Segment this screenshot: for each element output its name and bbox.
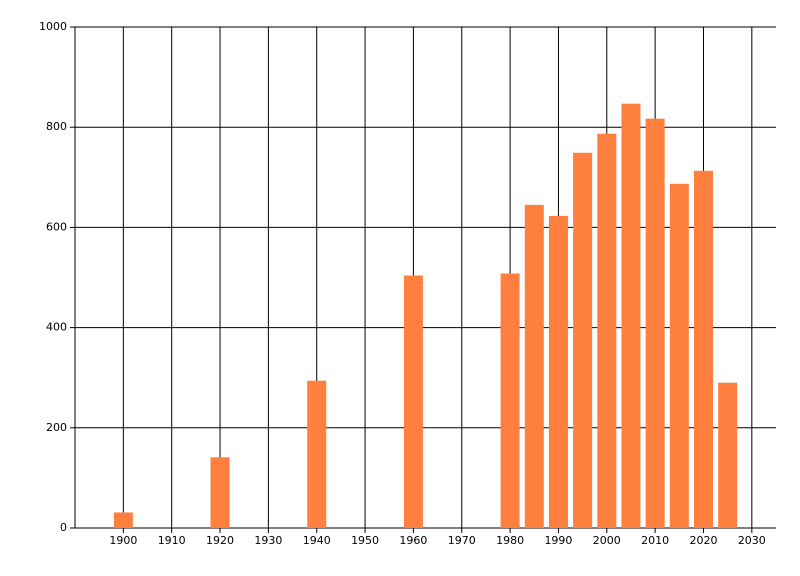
- x-tick-label: 1920: [206, 534, 234, 547]
- bar: [669, 183, 689, 529]
- x-tick-label: 2010: [641, 534, 669, 547]
- bar: [621, 103, 641, 528]
- y-tick-label: 800: [46, 120, 67, 133]
- x-tick-label: 1900: [109, 534, 137, 547]
- bar: [693, 170, 713, 529]
- bar: [307, 380, 327, 528]
- x-tick-label: 2000: [593, 534, 621, 547]
- y-tick-label: 0: [60, 521, 67, 534]
- y-tick-label: 200: [46, 421, 67, 434]
- bar: [548, 215, 568, 528]
- bar: [645, 118, 665, 529]
- x-tick-label: 1950: [351, 534, 379, 547]
- bar: [113, 512, 133, 528]
- x-tick-label: 2020: [689, 534, 717, 547]
- x-tick-label: 1960: [399, 534, 427, 547]
- x-tick-label: 2030: [738, 534, 766, 547]
- x-tick-label: 1970: [448, 534, 476, 547]
- bar: [573, 152, 593, 528]
- x-tick-label: 1940: [303, 534, 331, 547]
- bar: [718, 382, 738, 528]
- y-tick-label: 600: [46, 220, 67, 233]
- bar: [524, 204, 544, 529]
- x-tick-label: 1990: [544, 534, 572, 547]
- x-tick-label: 1930: [254, 534, 282, 547]
- bar: [597, 133, 617, 528]
- bar: [403, 275, 423, 528]
- bar: [500, 273, 520, 528]
- y-tick-label: 400: [46, 321, 67, 334]
- x-tick-label: 1910: [158, 534, 186, 547]
- bar: [210, 457, 230, 528]
- x-tick-label: 1980: [496, 534, 524, 547]
- y-tick-label: 1000: [39, 20, 67, 33]
